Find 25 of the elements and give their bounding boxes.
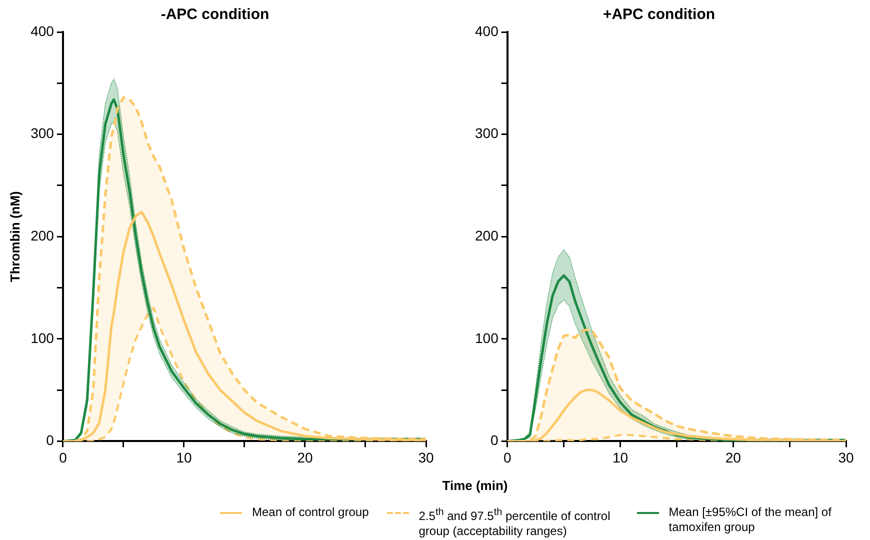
y-tick-label: 200 — [30, 227, 54, 244]
y-tick-label: 100 — [30, 330, 54, 346]
x-tick-label: 0 — [59, 449, 68, 466]
x-tick-label: 20 — [725, 449, 742, 466]
x-axis-title: Time (min) — [441, 478, 509, 493]
y-tick-label: 0 — [490, 432, 499, 448]
chart-title: -APC condition — [160, 6, 270, 24]
x-tick-label: 30 — [418, 449, 434, 466]
y-tick-label: 200 — [475, 227, 499, 244]
y-axis-title: Thrombin (nM) — [7, 191, 22, 282]
y-tick-label: 400 — [30, 22, 54, 39]
chart-title: +APC condition — [602, 6, 716, 24]
y-tick-label: 100 — [475, 330, 499, 346]
x-tick-label: 20 — [297, 449, 313, 466]
x-tick-label: 30 — [838, 449, 854, 466]
legend-label: 2.5$^{th}$ and 97.5$^{th}$ percentile of control group (acceptability ranges) — [418, 506, 612, 539]
y-tick-label: 400 — [475, 22, 499, 39]
legend-label: Mean [±95%CI of the mean] of tamoxifen group — [668, 505, 832, 535]
x-tick-label: 10 — [176, 449, 192, 466]
y-tick-label: 300 — [30, 125, 54, 142]
x-tick-label: 0 — [503, 449, 512, 466]
y-tick-label: 0 — [46, 432, 54, 448]
legend-label: Mean of control group — [252, 505, 369, 520]
x-tick-label: 10 — [612, 449, 628, 466]
y-tick-label: 300 — [475, 125, 499, 142]
